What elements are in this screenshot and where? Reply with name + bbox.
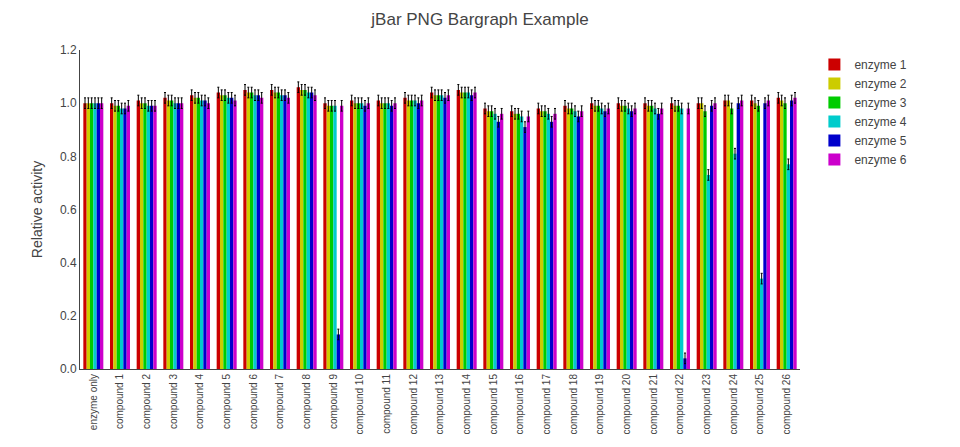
svg-text:compound 24: compound 24 — [728, 374, 739, 435]
svg-text:compound 26: compound 26 — [781, 374, 792, 435]
svg-text:compound 7: compound 7 — [274, 374, 285, 429]
svg-text:compound 10: compound 10 — [354, 374, 365, 435]
svg-text:compound 15: compound 15 — [488, 374, 499, 435]
svg-text:enzyme 6: enzyme 6 — [854, 153, 906, 167]
svg-text:compound 9: compound 9 — [328, 374, 339, 429]
svg-text:compound 17: compound 17 — [541, 374, 552, 435]
svg-text:compound 18: compound 18 — [568, 374, 579, 435]
svg-text:Relative activity: Relative activity — [29, 161, 45, 258]
svg-text:compound 2: compound 2 — [141, 374, 152, 429]
svg-text:enzyme 5: enzyme 5 — [854, 134, 906, 148]
svg-text:compound 22: compound 22 — [674, 374, 685, 435]
svg-text:compound 23: compound 23 — [701, 374, 712, 435]
svg-text:compound 1: compound 1 — [114, 374, 125, 429]
svg-text:0.6: 0.6 — [60, 203, 77, 217]
svg-text:compound 6: compound 6 — [248, 374, 259, 429]
svg-text:0.8: 0.8 — [60, 150, 77, 164]
svg-text:compound 19: compound 19 — [594, 374, 605, 435]
svg-text:compound 4: compound 4 — [194, 374, 205, 429]
svg-text:enzyme 2: enzyme 2 — [854, 77, 906, 91]
svg-text:compound 14: compound 14 — [461, 374, 472, 435]
svg-text:jBar PNG Bargraph Example: jBar PNG Bargraph Example — [370, 10, 588, 29]
svg-text:compound 11: compound 11 — [381, 374, 392, 434]
svg-text:compound 16: compound 16 — [514, 374, 525, 435]
svg-text:enzyme 3: enzyme 3 — [854, 96, 906, 110]
svg-text:enzyme 1: enzyme 1 — [854, 58, 906, 72]
svg-text:compound 3: compound 3 — [168, 374, 179, 429]
svg-text:0.2: 0.2 — [60, 309, 77, 323]
svg-text:compound 21: compound 21 — [648, 374, 659, 435]
svg-text:0.4: 0.4 — [60, 256, 77, 270]
svg-text:compound 20: compound 20 — [621, 374, 632, 435]
svg-text:1.0: 1.0 — [60, 96, 77, 110]
svg-text:0.0: 0.0 — [60, 362, 77, 376]
svg-text:compound 5: compound 5 — [221, 374, 232, 429]
svg-text:enzyme 4: enzyme 4 — [854, 115, 906, 129]
svg-text:1.2: 1.2 — [60, 43, 77, 57]
svg-text:enzyme only: enzyme only — [88, 374, 99, 430]
svg-text:compound 25: compound 25 — [754, 374, 765, 435]
svg-text:compound 12: compound 12 — [408, 374, 419, 435]
svg-text:compound 13: compound 13 — [434, 374, 445, 435]
svg-text:compound 8: compound 8 — [301, 374, 312, 429]
